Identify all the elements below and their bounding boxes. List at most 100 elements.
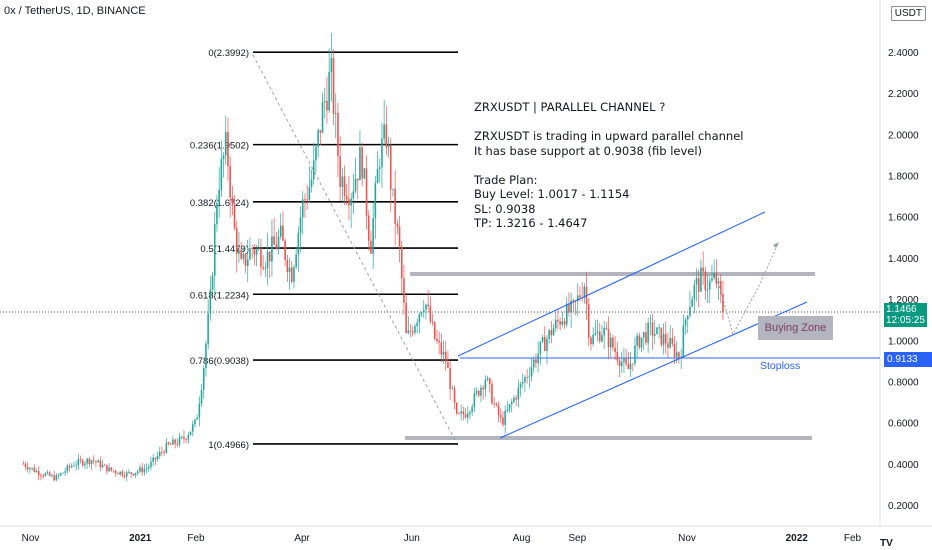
candle-body xyxy=(125,472,128,477)
candle-body xyxy=(174,439,176,444)
candles xyxy=(22,32,724,482)
candle-body xyxy=(631,363,634,365)
note-line: Buy Level: 1.0017 - 1.1154 xyxy=(474,187,630,201)
candle-body xyxy=(44,473,47,476)
bar-countdown: 12:05:25 xyxy=(886,315,925,326)
candle-body xyxy=(700,267,702,292)
candle-body xyxy=(356,178,359,181)
candle-body xyxy=(119,471,121,475)
candle-body xyxy=(711,277,713,281)
currency-badge[interactable]: USDT xyxy=(890,6,926,21)
candle-body xyxy=(554,319,557,329)
candle-body xyxy=(323,100,326,103)
candle-body xyxy=(332,58,335,114)
buying-zone-box[interactable]: Buying Zone xyxy=(758,316,833,340)
candle-body xyxy=(176,443,179,445)
candle-body xyxy=(141,467,143,473)
candle-body xyxy=(480,387,482,396)
candle-body xyxy=(607,329,610,348)
candle-body xyxy=(370,240,372,254)
candle-body xyxy=(596,331,599,334)
y-tick-label: 1.4000 xyxy=(888,254,919,265)
candle-body xyxy=(266,251,269,269)
candle-body xyxy=(165,442,168,453)
candle-body xyxy=(308,187,311,200)
candle-body xyxy=(290,267,293,282)
candle-body xyxy=(590,337,592,345)
fib-level-label: 0.236(1.9502) xyxy=(190,141,249,152)
candle-body xyxy=(682,325,685,357)
candle-body xyxy=(222,155,225,159)
candle-body xyxy=(629,363,632,370)
candle-body xyxy=(352,191,355,199)
candle-body xyxy=(416,322,418,326)
last-price-value: 1.1466 xyxy=(886,304,917,315)
candle-body xyxy=(477,390,480,396)
trade-plan-note[interactable]: ZRXUSDT | PARALLEL CHANNEL ? ZRXUSDT is … xyxy=(474,100,804,231)
candle-body xyxy=(420,312,423,315)
x-tick-label: Apr xyxy=(294,533,310,544)
note-line xyxy=(474,158,804,173)
x-tick-label: Jun xyxy=(404,533,420,544)
candle-body xyxy=(187,435,190,440)
candle-body xyxy=(62,472,64,474)
candle-body xyxy=(95,461,97,463)
candle-body xyxy=(242,253,245,259)
candle-body xyxy=(97,460,99,463)
candle-body xyxy=(220,158,223,190)
candle-body xyxy=(458,413,460,415)
candle-body xyxy=(334,112,337,114)
candle-body xyxy=(284,240,286,260)
candle-body xyxy=(572,300,575,302)
candle-body xyxy=(40,475,42,477)
note-line: ZRXUSDT is trading in upward parallel ch… xyxy=(474,129,744,143)
tradingview-logo: TV xyxy=(880,538,893,549)
candle-body xyxy=(642,332,645,338)
candle-body xyxy=(598,331,601,342)
candle-body xyxy=(651,322,654,336)
candle-body xyxy=(88,458,91,465)
candle-body xyxy=(154,457,157,460)
candle-body xyxy=(238,250,240,254)
candle-body xyxy=(519,383,522,388)
candle-body xyxy=(438,341,440,343)
channel-lower-line xyxy=(499,301,808,439)
candle-body xyxy=(253,248,256,255)
candle-body xyxy=(510,401,513,405)
candle-body xyxy=(550,329,553,336)
candle-body xyxy=(77,459,80,465)
candle-body xyxy=(359,147,361,181)
y-tick-label: 1.2000 xyxy=(888,295,919,306)
candle-body xyxy=(658,327,660,329)
fib-trend-line xyxy=(252,54,456,441)
candle-body xyxy=(227,131,229,166)
candle-body xyxy=(601,335,603,342)
candle-body xyxy=(57,475,60,477)
y-tick-label: 0.2000 xyxy=(888,501,919,512)
candle-body xyxy=(81,460,84,466)
y-tick-label: 1.6000 xyxy=(888,213,919,224)
candle-body xyxy=(612,337,614,348)
candle-body xyxy=(79,459,82,461)
candle-body xyxy=(46,472,49,474)
candle-body xyxy=(337,112,339,157)
candle-body xyxy=(488,378,491,385)
candle-body xyxy=(704,271,707,291)
candle-body xyxy=(255,249,258,255)
symbol-title[interactable]: 0x / TetherUS, 1D, BINANCE xyxy=(4,5,146,17)
fib-level-label: 0.5(1.4479) xyxy=(200,244,249,255)
candle-body xyxy=(330,58,333,73)
candle-body xyxy=(436,338,438,342)
candle-body xyxy=(504,410,506,425)
candle-body xyxy=(563,321,566,325)
candle-body xyxy=(264,268,267,269)
fib-level-label: 0.786(0.9038) xyxy=(190,356,249,367)
candle-body xyxy=(26,466,29,470)
candle-body xyxy=(667,343,669,348)
candle-body xyxy=(385,124,388,148)
candle-body xyxy=(92,460,95,462)
note-line: Trade Plan: xyxy=(474,172,538,187)
candle-body xyxy=(361,147,363,179)
candle-body xyxy=(638,335,641,348)
